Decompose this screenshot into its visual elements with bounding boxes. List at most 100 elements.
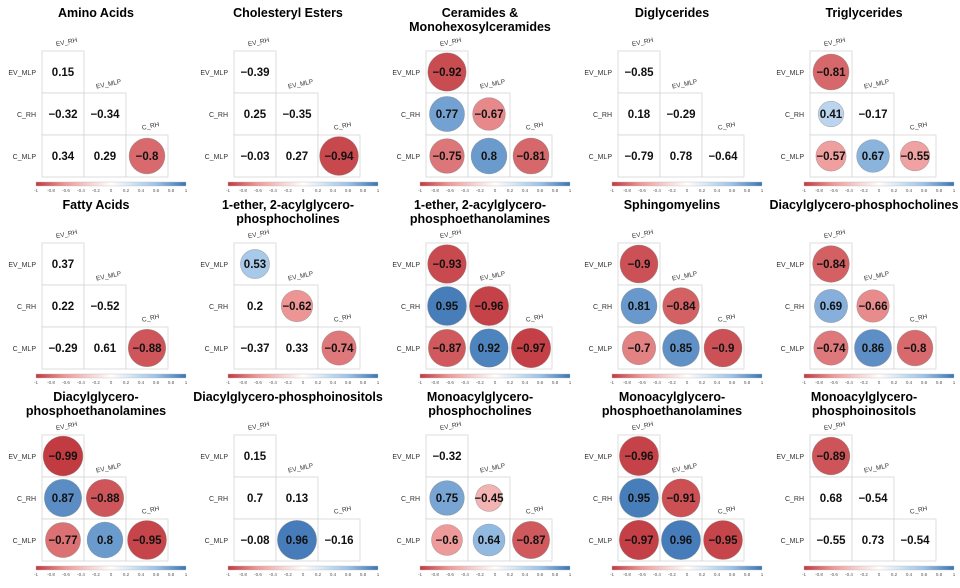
colorbar-tick: 0.2 xyxy=(315,188,322,193)
panel-title: Monoacylglycero-phosphoethanolamines xyxy=(601,390,743,418)
colorbar-tick: 1 xyxy=(377,572,380,577)
panel-title: 1-ether, 2-acylglycero-phosphoethanolami… xyxy=(409,198,551,226)
matrix-cell xyxy=(83,92,127,136)
colorbar-tick: -0.4 xyxy=(845,572,853,577)
matrix-cell xyxy=(617,92,661,136)
correlation-value: 0.18 xyxy=(628,109,651,121)
correlation-value: −0.55 xyxy=(900,151,930,163)
colorbar-tick: -0.8 xyxy=(239,572,247,577)
correlation-circle xyxy=(429,480,465,516)
colorbar-tick: -0.8 xyxy=(47,188,55,193)
colorbar-tick: 0.6 xyxy=(537,380,544,385)
colorbar-tick: -0.6 xyxy=(638,188,646,193)
colorbar-tick: -0.8 xyxy=(815,572,823,577)
correlation-value: −0.03 xyxy=(240,151,269,163)
row-label: C_MLP xyxy=(781,538,805,545)
correlation-panel: 1-ether, 2-acylglycero-phosphoethanolami… xyxy=(384,198,576,394)
panel-title: Fatty Acids xyxy=(62,198,130,212)
colorbar-tick: 0.4 xyxy=(906,188,913,193)
correlation-value: −0.7 xyxy=(628,343,651,355)
colorbar-tick: -0.8 xyxy=(431,572,439,577)
colorbar-tick: -0.2 xyxy=(668,380,676,385)
matrix-cell xyxy=(809,476,853,520)
matrix-cell xyxy=(701,134,745,178)
colorbar-tick: 0.6 xyxy=(729,380,736,385)
correlation-circle xyxy=(427,286,467,326)
correlation-circle xyxy=(662,287,700,325)
matrix-cell xyxy=(317,518,361,562)
colorbar-tick: -0.4 xyxy=(653,572,661,577)
colorbar-tick: 0.2 xyxy=(891,188,898,193)
correlation-circle xyxy=(85,478,125,518)
matrix-cell xyxy=(275,134,319,178)
colorbar-tick: -1 xyxy=(418,380,422,385)
correlation-value: 0.13 xyxy=(286,493,308,505)
colorbar xyxy=(803,565,955,571)
correlation-value: −0.77 xyxy=(48,535,77,547)
colorbar-tick: -0.6 xyxy=(446,572,454,577)
colorbar-tick: 0.2 xyxy=(123,572,130,577)
correlation-circle xyxy=(813,330,849,366)
colorbar-tick: -0.4 xyxy=(461,188,469,193)
colorbar xyxy=(611,373,763,379)
column-label: EV_RH xyxy=(247,37,270,48)
column-label: C_RH xyxy=(141,505,160,516)
correlation-value: −0.96 xyxy=(624,451,653,463)
colorbar-tick: -0.6 xyxy=(254,380,262,385)
matrix-cell xyxy=(233,326,277,370)
colorbar-tick: 1 xyxy=(377,188,380,193)
column-label: C_RH xyxy=(717,505,736,516)
colorbar-tick: 0.8 xyxy=(168,380,175,385)
colorbar-tick: -1 xyxy=(802,188,806,193)
correlation-matrix: EV_MLP C_RH C_MLP EV_RH EV_MLP C_RH −0.39 0.25 −… xyxy=(200,37,380,193)
correlation-panel: Diacylglycero-phosphoethanolamines EV_MLP… xyxy=(0,390,192,586)
colorbar-tick: -1 xyxy=(34,188,38,193)
column-label: EV_RH xyxy=(823,421,846,432)
row-label: C_MLP xyxy=(781,346,805,353)
row-label: C_MLP xyxy=(589,154,613,161)
colorbar-tick: -0.8 xyxy=(623,572,631,577)
colorbar-tick: -0.2 xyxy=(476,572,484,577)
colorbar-tick: -0.8 xyxy=(239,380,247,385)
colorbar-tick: 1 xyxy=(569,380,572,385)
correlation-value: 0.27 xyxy=(286,151,308,163)
correlation-circle xyxy=(856,139,890,173)
correlation-circle xyxy=(127,328,167,368)
correlation-circle xyxy=(470,137,508,175)
correlation-value: −0.88 xyxy=(90,493,120,505)
column-label: EV_MLP xyxy=(863,462,890,474)
colorbar-tick: 1 xyxy=(185,572,188,577)
row-label: EV_MLP xyxy=(200,70,228,77)
matrix-cell xyxy=(83,284,127,328)
colorbar-tick: 1 xyxy=(761,188,764,193)
correlation-circle xyxy=(812,53,850,91)
row-label: C_RH xyxy=(401,496,420,503)
correlation-value: 0.75 xyxy=(436,493,459,505)
correlation-panel: Cholesteryl Esters EV_MLP C_RH C_MLP EV_RH EV… xyxy=(192,6,384,202)
colorbar-tick: -1 xyxy=(226,188,230,193)
colorbar-tick: -0.8 xyxy=(815,380,823,385)
correlation-circle xyxy=(856,289,890,323)
correlation-value: 0.33 xyxy=(286,343,308,355)
colorbar-tick: 0.2 xyxy=(699,380,706,385)
row-label: EV_MLP xyxy=(392,262,420,269)
correlation-value: 0.95 xyxy=(436,301,459,313)
colorbar-tick: 0 xyxy=(686,572,689,577)
colorbar-tick: 0.8 xyxy=(936,572,943,577)
correlation-value: 0.64 xyxy=(478,535,501,547)
column-label: C_RH xyxy=(525,313,544,324)
colorbar-tick: 0 xyxy=(302,572,305,577)
correlation-value: −0.75 xyxy=(432,151,462,163)
column-label: EV_MLP xyxy=(287,78,314,90)
colorbar-tick: -0.6 xyxy=(446,188,454,193)
row-label: EV_MLP xyxy=(8,454,36,461)
colorbar-tick: 0 xyxy=(110,572,113,577)
panel-title: Monoacylglycero-phosphoinositols xyxy=(810,390,918,418)
correlation-value: −0.87 xyxy=(516,535,545,547)
colorbar-tick: 0 xyxy=(878,572,881,577)
correlation-value: 0.7 xyxy=(247,493,263,505)
column-label: C_RH xyxy=(525,505,544,516)
column-label: EV_MLP xyxy=(479,462,506,474)
colorbar-tick: 0.6 xyxy=(921,572,928,577)
column-label: C_RH xyxy=(141,121,160,132)
